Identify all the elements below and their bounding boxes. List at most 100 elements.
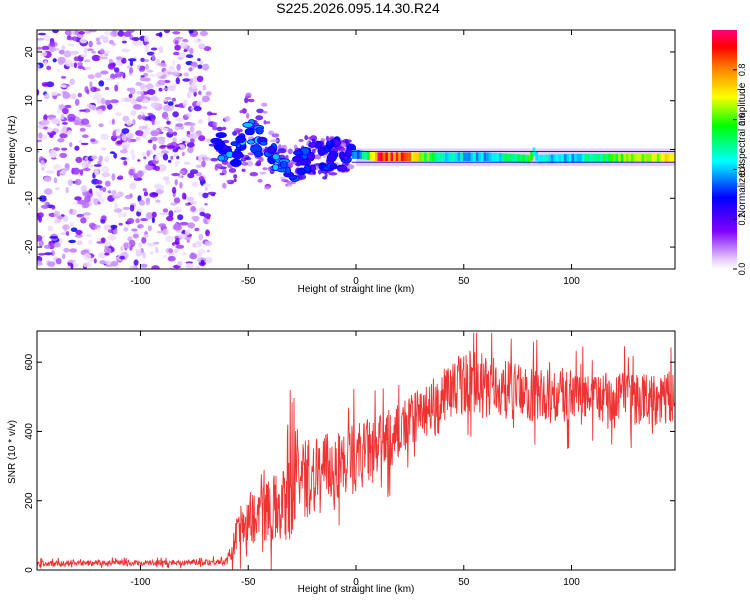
heatmap-cell: [81, 161, 89, 169]
heatmap-cell: [37, 207, 43, 212]
heatmap-cell: [96, 41, 102, 45]
heatmap-cell: [49, 41, 56, 47]
colorbar-ticks: 0.0 0.2 0.4 0.6 0.8: [733, 64, 747, 275]
heatmap-cell: [189, 78, 194, 82]
ridge-segment: [535, 151, 538, 161]
heatmap-cell: [145, 83, 154, 90]
heatmap-cell: [104, 180, 111, 187]
heatmap-cell: [151, 118, 155, 126]
heatmap-cell: [102, 187, 107, 193]
heatmap-cell: [95, 180, 103, 185]
heatmap-cell: [69, 78, 75, 85]
heatmap-cell: [341, 147, 347, 152]
heatmap-cell: [122, 40, 127, 44]
heatmap-cell: [78, 140, 83, 144]
heatmap-cell: [108, 39, 114, 45]
heatmap-cell: [212, 124, 217, 131]
ridge-segment: [649, 153, 652, 163]
ridge-segment: [530, 151, 533, 161]
heatmap-cell: [191, 81, 198, 89]
heatmap-cell: [132, 233, 139, 239]
heatmap-cell: [180, 145, 186, 150]
heatmap-cell: [57, 215, 64, 220]
heatmap-cell: [39, 195, 47, 202]
heatmap-cell: [141, 133, 147, 139]
heatmap-cell: [87, 74, 95, 80]
heatmap-cell: [202, 63, 210, 71]
heatmap-cell: [58, 60, 64, 65]
heatmap-cell: [99, 35, 105, 40]
heatmap-cell: [198, 90, 202, 95]
heatmap-cell: [263, 120, 267, 125]
heatmap-cell: [311, 138, 316, 143]
ridge-segment: [486, 152, 489, 162]
heatmap-cell: [107, 103, 113, 110]
ridge-segment: [576, 153, 580, 163]
heatmap-cell: [130, 110, 137, 116]
heatmap-cell: [160, 150, 169, 154]
heatmap-cell: [57, 107, 61, 114]
heatmap-cell: [287, 183, 293, 187]
heatmap-cell: [150, 47, 158, 51]
heatmap-cell: [204, 157, 211, 161]
snr-panel: -100 -50 0 50 100 0 200 400 600 Height of strai…: [7, 330, 676, 595]
heatmap-cell: [136, 64, 141, 70]
ridge-segment: [478, 152, 482, 162]
heatmap-cell: [136, 210, 142, 217]
heatmap-cell: [172, 131, 178, 136]
heatmap-cell: [100, 133, 109, 140]
heatmap-cell: [137, 242, 143, 248]
heatmap-cell: [46, 65, 52, 71]
heatmap-cell: [186, 239, 190, 243]
heatmap-blob: [284, 166, 292, 175]
heatmap-cell: [44, 201, 50, 206]
heatmap-cell: [103, 224, 112, 232]
heatmap-cell: [82, 168, 91, 171]
ridge-segment: [382, 152, 386, 162]
ridge-segment: [439, 152, 443, 162]
heatmap-cell: [37, 37, 45, 41]
heatmap-cell: [198, 233, 204, 241]
heatmap-cell: [271, 133, 280, 138]
heatmap-cell: [189, 47, 194, 55]
ridge-segment: [434, 152, 438, 162]
heatmap-cell: [65, 187, 69, 194]
heatmap-cell: [202, 183, 212, 188]
heatmap-cell: [179, 170, 186, 174]
heatmap-cell: [142, 106, 148, 110]
ridge-segment: [514, 154, 518, 163]
heatmap-cell: [159, 145, 166, 149]
heatmap-cell: [61, 126, 68, 134]
heatmap-cell: [119, 149, 128, 154]
heatmap-cell: [84, 67, 92, 71]
heatmap-cell: [56, 170, 61, 177]
heatmap-cell: [77, 62, 83, 66]
heatmap-blob: [326, 152, 337, 163]
heatmap-cell: [277, 148, 287, 154]
heatmap-cell: [136, 96, 144, 103]
heatmap-blob: [288, 174, 297, 181]
heatmap-cell: [222, 127, 227, 130]
heatmap-cell: [162, 153, 169, 161]
heatmap-cell: [145, 212, 154, 219]
heatmap-cell: [101, 215, 107, 220]
ridge-segment: [667, 153, 670, 163]
heatmap-cell: [73, 62, 78, 69]
heatmap-cell: [40, 51, 48, 57]
heatmap-cell: [131, 154, 136, 160]
heatmap-cell: [63, 247, 70, 253]
heatmap-cell: [341, 142, 346, 148]
heatmap-cell: [109, 99, 119, 104]
heatmap-cell: [115, 56, 123, 61]
ridge-segment: [525, 154, 528, 164]
heatmap-cell: [182, 78, 191, 82]
heatmap-cell: [151, 211, 157, 218]
heatmap-cell: [60, 147, 68, 151]
heatmap-blob: [329, 164, 339, 170]
heatmap-cell: [109, 151, 116, 155]
heatmap-cell: [138, 199, 146, 206]
heatmap-cell: [197, 64, 203, 69]
heatmap-cell: [95, 88, 101, 92]
heatmap-cell: [79, 169, 84, 176]
heatmap-cell: [112, 229, 118, 235]
